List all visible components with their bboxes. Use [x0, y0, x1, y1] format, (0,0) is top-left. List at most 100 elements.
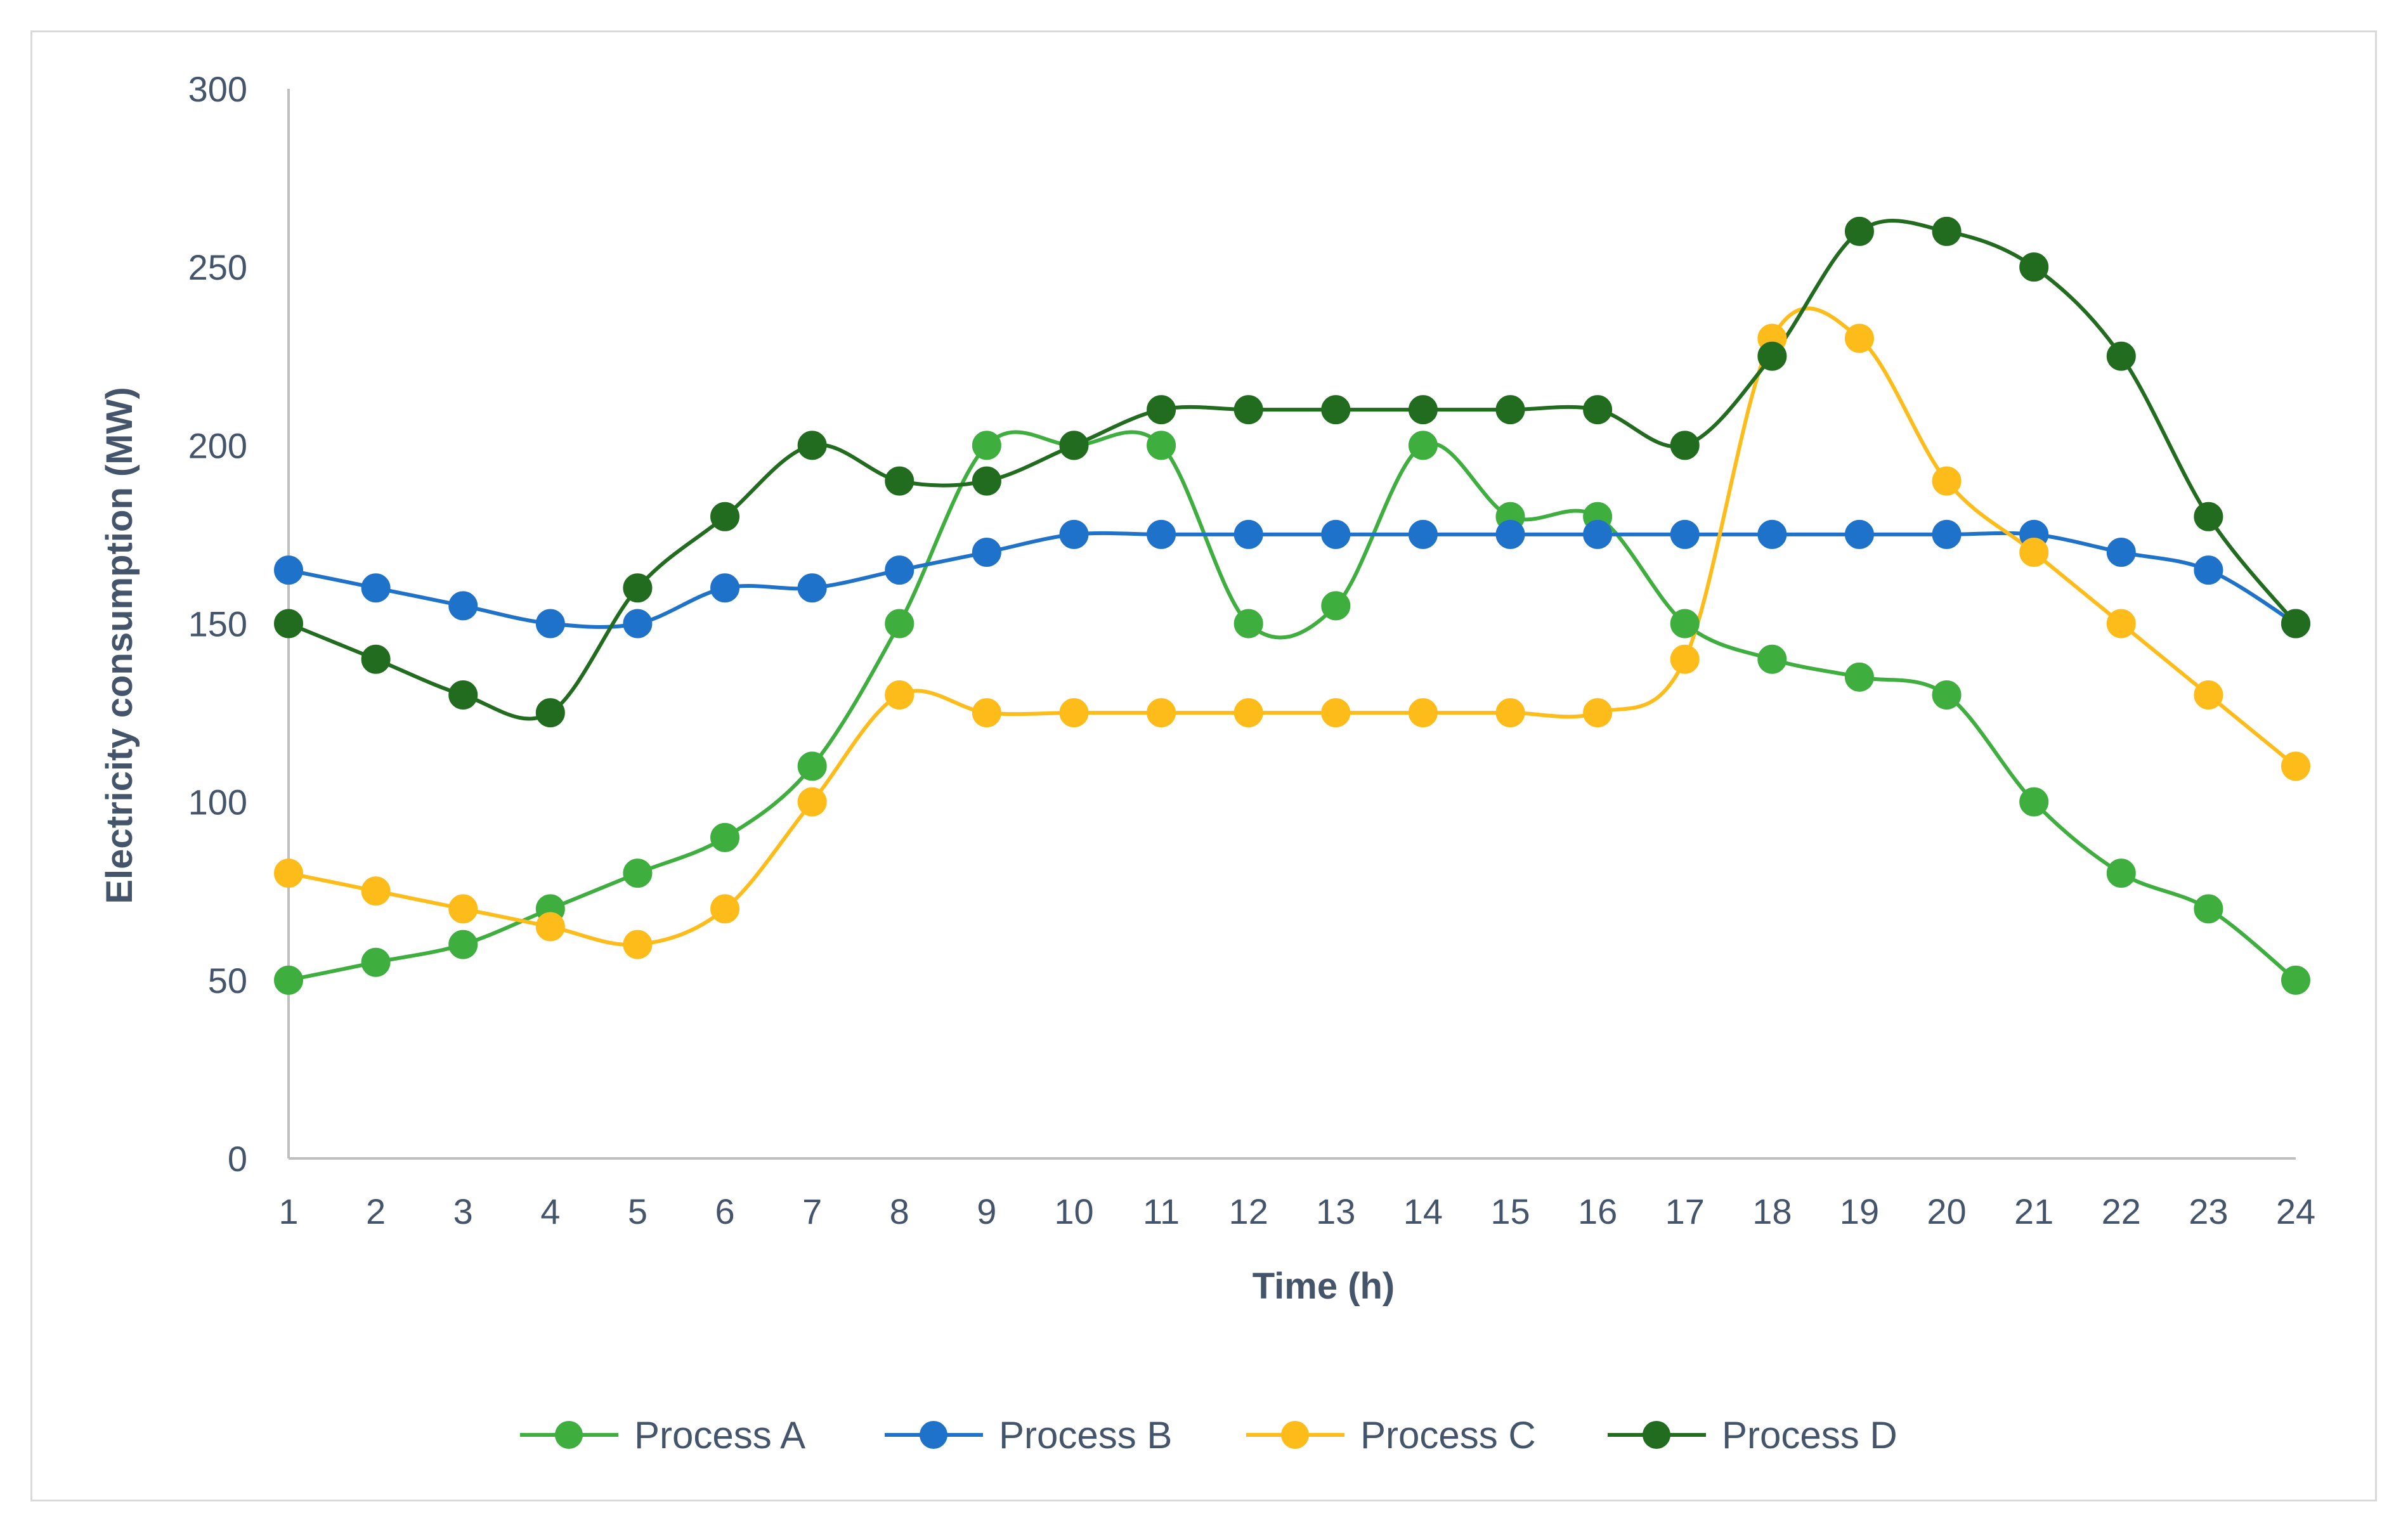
data-point [1844, 662, 1874, 692]
data-point [885, 466, 914, 496]
x-tick-label: 15 [1490, 1191, 1530, 1231]
data-point [2281, 609, 2310, 639]
data-point [1233, 519, 1263, 549]
data-point [2106, 609, 2136, 639]
data-point [2281, 965, 2310, 995]
series-line [288, 531, 2297, 629]
data-point [361, 876, 391, 906]
data-point [1147, 395, 1176, 425]
data-point [1670, 519, 1700, 549]
data-point [1495, 519, 1525, 549]
data-point [710, 502, 740, 531]
data-point [274, 555, 303, 585]
data-point [1495, 395, 1525, 425]
data-point [1233, 609, 1263, 639]
data-point [448, 894, 478, 924]
data-point [1059, 698, 1089, 728]
data-point [623, 573, 653, 603]
data-point [1932, 680, 1962, 710]
x-tick-label: 2 [366, 1191, 386, 1231]
data-point [2019, 538, 2049, 567]
y-tick-label: 100 [188, 782, 247, 822]
y-tick-label: 300 [188, 69, 247, 109]
data-point [2106, 859, 2136, 888]
data-point [1147, 431, 1176, 460]
legend-marker [1643, 1421, 1670, 1449]
data-point [972, 698, 1001, 728]
data-point [1932, 519, 1962, 549]
legend-label: Process B [999, 1414, 1172, 1456]
data-point [448, 680, 478, 710]
data-point [1059, 431, 1089, 460]
x-tick-label: 7 [802, 1191, 822, 1231]
data-point [1757, 519, 1787, 549]
x-tick-label: 5 [628, 1191, 648, 1231]
x-tick-label: 4 [540, 1191, 560, 1231]
data-point [448, 930, 478, 959]
data-point [623, 609, 653, 639]
data-point [797, 751, 827, 781]
data-point [1147, 698, 1176, 728]
data-point [448, 591, 478, 621]
data-point [2281, 751, 2310, 781]
data-point [885, 609, 914, 639]
series-line [288, 306, 2297, 947]
data-point [1670, 431, 1700, 460]
legend-label: Process D [1722, 1414, 1897, 1456]
data-point [1495, 698, 1525, 728]
data-point [1757, 644, 1787, 674]
data-point [1321, 591, 1351, 621]
data-point [274, 859, 303, 888]
data-point [972, 431, 1001, 460]
data-point [361, 644, 391, 674]
data-point [1670, 644, 1700, 674]
data-point [1408, 395, 1438, 425]
legend-label: Process C [1360, 1414, 1536, 1456]
data-point [972, 466, 1001, 496]
data-point [274, 965, 303, 995]
data-point [797, 787, 827, 817]
data-point [972, 538, 1001, 567]
data-point [1844, 216, 1874, 246]
x-tick-label: 17 [1665, 1191, 1705, 1231]
data-point [1670, 609, 1700, 639]
data-point [1408, 431, 1438, 460]
data-point [361, 947, 391, 977]
x-tick-label: 19 [1840, 1191, 1879, 1231]
series-line [288, 430, 2297, 982]
legend-marker [555, 1421, 583, 1449]
data-point [1932, 216, 1962, 246]
series-line [287, 219, 2298, 721]
data-point [1321, 698, 1351, 728]
data-point [1408, 698, 1438, 728]
data-point [710, 894, 740, 924]
x-tick-label: 20 [1927, 1191, 1966, 1231]
data-point [2019, 787, 2049, 817]
data-point [535, 912, 565, 942]
series-lines [287, 219, 2298, 982]
x-tick-label: 10 [1054, 1191, 1093, 1231]
data-point [1147, 519, 1176, 549]
x-tick-label: 9 [977, 1191, 996, 1231]
data-point [1844, 323, 1874, 353]
data-point [1583, 698, 1613, 728]
y-tick-label: 0 [228, 1139, 247, 1179]
data-point [710, 822, 740, 852]
y-tick-label: 150 [188, 604, 247, 644]
legend-marker [1281, 1421, 1309, 1449]
x-tick-label: 8 [890, 1191, 909, 1231]
x-tick-label: 11 [1143, 1191, 1180, 1231]
data-point [1932, 466, 1962, 496]
data-point [361, 573, 391, 603]
x-tick-label: 12 [1229, 1191, 1268, 1231]
data-point [1757, 341, 1787, 371]
y-tick-label: 200 [188, 425, 247, 465]
data-point [2106, 341, 2136, 371]
data-point [535, 698, 565, 728]
x-tick-label: 13 [1316, 1191, 1355, 1231]
y-tick-label: 50 [208, 961, 247, 1001]
series-points [274, 216, 2310, 995]
legend: Process A Process B Process C Process D [520, 1414, 1897, 1456]
data-point [1583, 519, 1613, 549]
